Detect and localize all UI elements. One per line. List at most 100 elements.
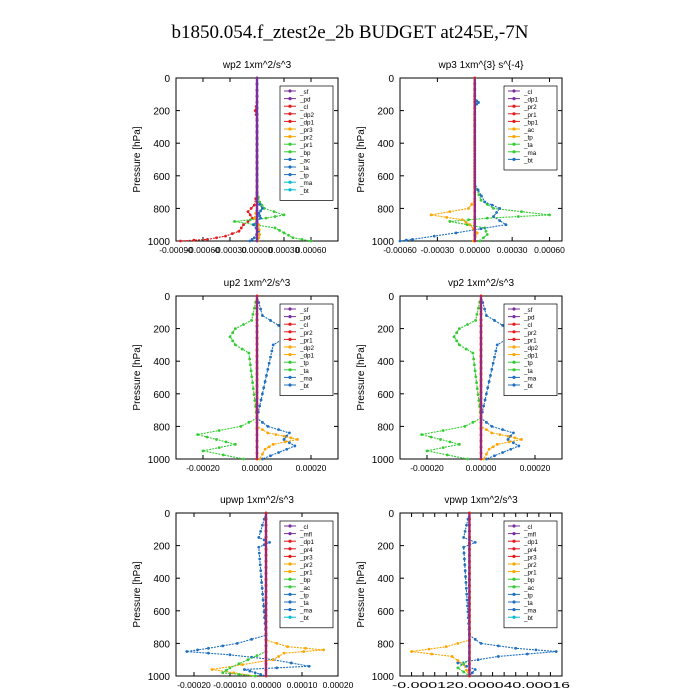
series-point (250, 237, 254, 241)
legend-marker (512, 360, 516, 364)
series-point (482, 404, 486, 408)
legend-label: _pr3 (299, 554, 313, 561)
page-title: b1850.054.f_ztest2e_2b BUDGET at245E,-7N (171, 22, 529, 43)
series-point (458, 343, 461, 347)
series-point (520, 210, 523, 214)
legend-label: _dp1 (523, 539, 539, 546)
legend-marker (512, 585, 516, 589)
series-point (475, 312, 479, 316)
series-point (464, 220, 468, 224)
x-tick-label: -0.00020 (410, 463, 444, 473)
y-tick-label: 200 (153, 542, 170, 553)
series-point (289, 661, 293, 665)
series-point (520, 438, 523, 441)
series-point (252, 203, 256, 207)
series-point (493, 454, 496, 458)
series-point (470, 671, 474, 675)
series-point (266, 425, 270, 428)
legend-label: _ac (523, 127, 534, 134)
legend-label: _pd (299, 315, 311, 322)
series-point (277, 655, 280, 658)
series-point (475, 387, 479, 391)
series-point (258, 404, 262, 408)
legend-label: _ma (299, 375, 313, 382)
series-point (494, 349, 498, 353)
legend-marker (288, 615, 292, 619)
legend-label: _dp1 (299, 353, 315, 360)
series-point (259, 398, 263, 402)
series-point (288, 431, 291, 435)
legend-marker (288, 188, 292, 192)
series-point (253, 671, 257, 675)
panel-title: vp2 1xm^2/s^3 (448, 278, 515, 289)
series-point (196, 433, 200, 436)
legend-marker (512, 307, 516, 311)
series-point (466, 457, 469, 461)
series-point (472, 363, 476, 367)
series-point (201, 449, 205, 453)
series-point (242, 223, 245, 227)
series-point (322, 648, 325, 652)
series-point (464, 347, 468, 351)
series-point (507, 440, 511, 444)
y-tick-label: 0 (388, 74, 394, 85)
series-point (215, 438, 218, 441)
series-point (257, 545, 261, 549)
series-point (287, 233, 290, 237)
series-point (456, 659, 460, 662)
series-point (467, 218, 470, 222)
series-point (445, 453, 449, 457)
series-point (548, 213, 551, 217)
y-tick-label: 0 (388, 509, 394, 520)
legend-box (503, 303, 558, 396)
series-point (490, 367, 494, 371)
series-point (271, 658, 275, 662)
series-point (456, 666, 460, 670)
series-point (425, 449, 429, 453)
legend-label: _pr2 (523, 562, 537, 569)
legend-label: _ta (299, 165, 309, 172)
series-point (506, 434, 510, 438)
series-point (463, 563, 467, 567)
series-point (261, 523, 264, 527)
series-point (495, 343, 499, 347)
y-axis-label: Pressure [hPa] (356, 561, 367, 627)
legend-label: _dp1 (523, 353, 539, 360)
legend-marker (512, 547, 516, 551)
y-tick-label: 600 (153, 172, 170, 183)
series-point (448, 210, 452, 214)
series-point (272, 210, 276, 214)
legend-label: _pr2 (299, 330, 313, 337)
x-tick-label: 0.00000 (466, 463, 497, 473)
series-point (465, 598, 469, 602)
legend-marker (512, 368, 516, 372)
legend-marker (288, 180, 292, 184)
legend-label: _pr4 (299, 547, 313, 554)
legend-marker (288, 608, 292, 612)
series-point (273, 215, 277, 218)
series-point (239, 425, 243, 428)
series-point (489, 374, 492, 377)
series-point (479, 198, 483, 202)
series-point (239, 226, 243, 230)
y-tick-label: 800 (153, 422, 170, 433)
legend-marker (288, 368, 292, 372)
legend-label: _bp (299, 150, 311, 157)
series-point (260, 586, 264, 590)
series-point (234, 343, 237, 347)
legend-marker (512, 353, 516, 357)
series-point (483, 200, 487, 204)
series-point (455, 339, 459, 343)
series-point (263, 380, 267, 383)
legend-label: _pr1 (523, 337, 537, 344)
x-tick-label: 0.00060 (534, 245, 565, 255)
legend-label: _ta (299, 600, 309, 607)
legend-label: _bp (299, 577, 311, 584)
series-point (230, 232, 234, 236)
series-point (411, 237, 414, 241)
legend-label: _dp2 (299, 112, 315, 119)
series-point (261, 457, 264, 461)
legend-label: _pr4 (523, 547, 537, 554)
legend-label: _cl (299, 524, 308, 531)
series-point (484, 229, 488, 233)
